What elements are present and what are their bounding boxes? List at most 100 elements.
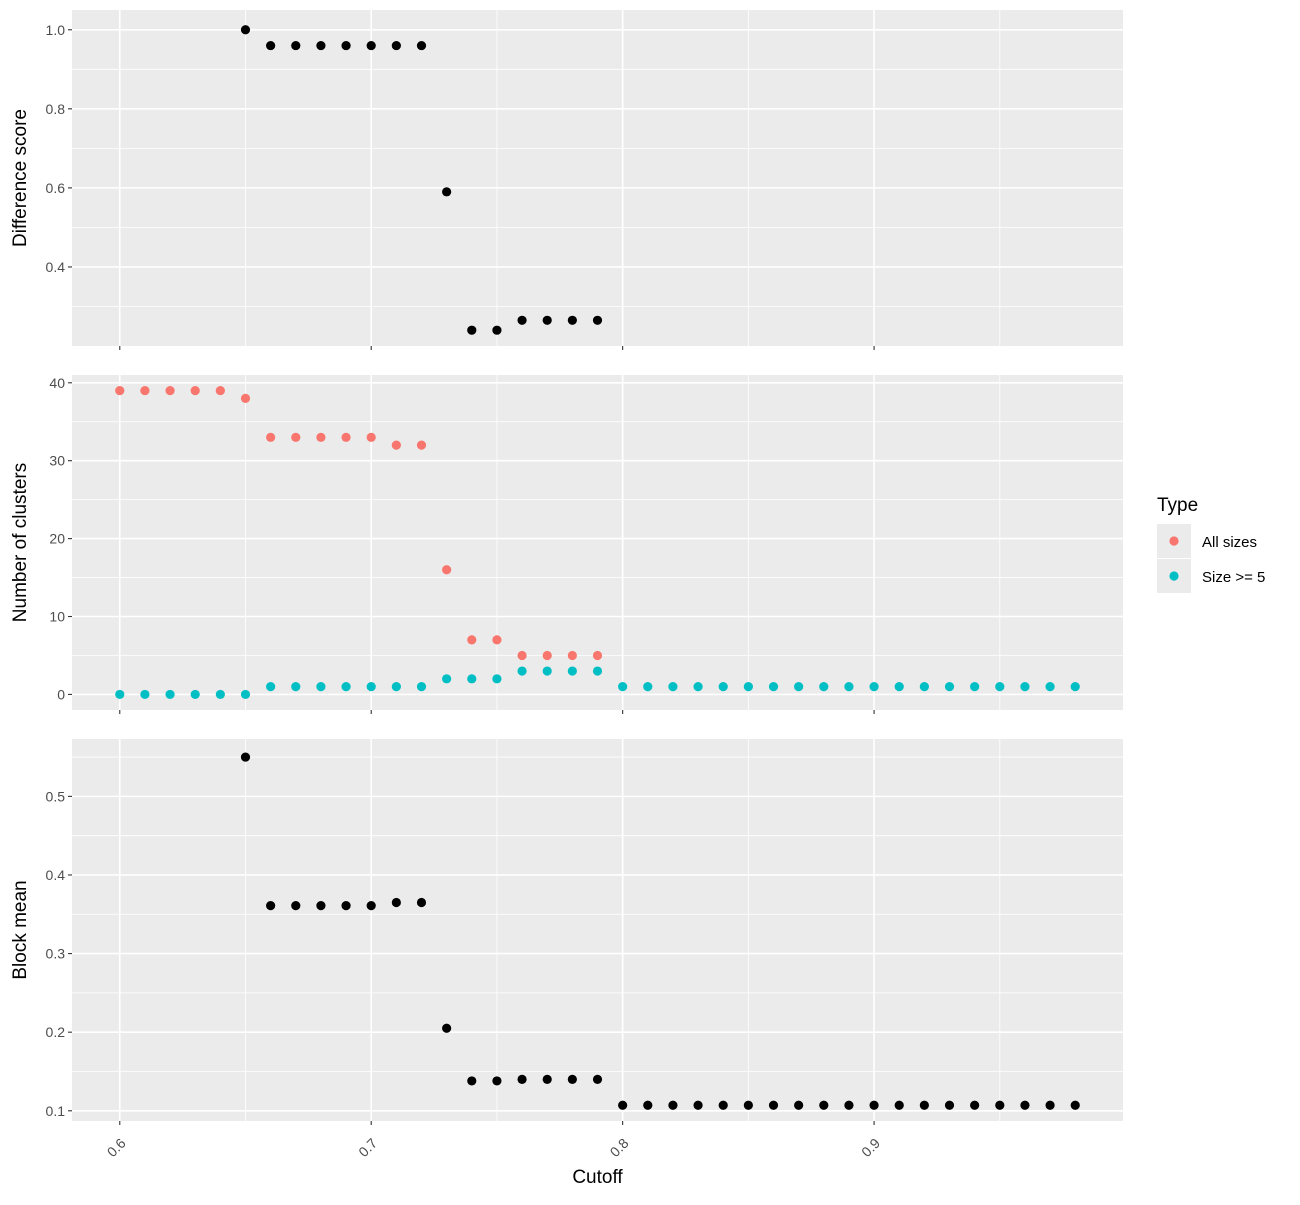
x-tick-label: 0.9: [858, 1135, 883, 1160]
legend-title: Type: [1157, 495, 1198, 516]
data-point: [492, 1076, 502, 1086]
x-tick-label: 0.7: [355, 1135, 380, 1160]
data-point: [442, 187, 452, 197]
y-tick-label: 0.4: [46, 867, 66, 883]
y-tick-label: 0.4: [46, 259, 66, 275]
data-point: [316, 432, 326, 442]
data-point: [970, 682, 980, 692]
data-point: [190, 689, 200, 700]
y-axis-title: Block mean: [10, 880, 31, 979]
data-point: [618, 682, 628, 692]
x-axis-title: Cutoff: [572, 1167, 623, 1188]
data-point: [819, 682, 829, 692]
data-point: [592, 650, 603, 661]
data-point: [341, 682, 351, 692]
data-point: [869, 682, 879, 692]
data-point: [970, 1100, 980, 1110]
series-all-sizes: [115, 385, 603, 661]
data-point: [492, 325, 502, 335]
data-point: [391, 440, 401, 450]
panel-3: 0.1 0.2 0.3 0.4 0.5 Block mean: [10, 739, 1123, 1125]
data-point: [416, 440, 427, 450]
data-point: [1070, 1100, 1080, 1110]
data-point: [442, 1023, 452, 1033]
data-point: [366, 901, 376, 911]
data-point: [517, 666, 527, 676]
data-point: [592, 315, 603, 325]
data-point: [366, 40, 376, 51]
data-point: [240, 689, 251, 700]
data-point: [165, 385, 175, 396]
data-point: [240, 25, 251, 35]
data-point: [542, 650, 552, 661]
data-point: [919, 1100, 929, 1110]
data-point: [467, 635, 477, 645]
data-point: [768, 682, 779, 692]
y-tick-label: 0.2: [46, 1024, 66, 1040]
y-tick-label: 0.1: [46, 1103, 66, 1119]
data-point: [316, 682, 326, 692]
data-point: [341, 40, 351, 51]
data-point: [618, 1100, 628, 1110]
data-point: [794, 682, 804, 692]
data-point: [944, 682, 955, 692]
data-point: [643, 1100, 653, 1110]
data-point: [266, 682, 276, 692]
data-point: [643, 682, 653, 692]
data-point: [919, 682, 929, 692]
data-point: [341, 901, 351, 911]
y-tick-label: 30: [49, 453, 65, 469]
data-point: [442, 674, 452, 684]
panel-background: [72, 739, 1123, 1121]
data-point: [266, 901, 276, 911]
data-point: [995, 682, 1005, 692]
data-point: [542, 666, 552, 676]
data-point: [240, 752, 251, 762]
data-point: [567, 650, 577, 661]
data-point: [743, 682, 753, 692]
data-point: [718, 682, 728, 692]
data-point: [517, 1074, 527, 1084]
data-point: [693, 1100, 703, 1110]
panel-1: 0.4 0.6 0.8 1.0 Difference score: [10, 10, 1123, 350]
data-point: [291, 432, 301, 442]
data-point: [567, 666, 577, 676]
series-size-5: [115, 666, 1080, 700]
y-axis-title: Difference score: [10, 109, 31, 247]
data-point: [592, 1074, 603, 1084]
data-point: [215, 385, 225, 396]
data-point: [1020, 1100, 1030, 1110]
legend-label: All sizes: [1202, 534, 1257, 551]
data-point: [316, 901, 326, 911]
legend-swatch: [1169, 571, 1179, 581]
data-point: [416, 682, 427, 692]
data-point: [567, 315, 577, 325]
data-point: [894, 682, 904, 692]
data-point: [366, 432, 376, 442]
x-tick-label: 0.8: [607, 1135, 632, 1160]
data-point: [391, 897, 401, 908]
data-point: [768, 1100, 779, 1110]
data-point: [894, 1100, 904, 1110]
legend: Type All sizes Size >= 5: [1157, 495, 1265, 593]
data-point: [542, 315, 552, 325]
data-point: [266, 40, 276, 51]
data-point: [718, 1100, 728, 1110]
data-point: [240, 393, 251, 403]
data-point: [1070, 682, 1080, 692]
data-point: [517, 315, 527, 325]
y-tick-label: 0: [57, 686, 65, 702]
y-tick-label: 40: [49, 375, 65, 391]
y-tick-label: 10: [49, 609, 65, 625]
data-point: [467, 1076, 477, 1086]
legend-swatch: [1169, 536, 1179, 546]
data-point: [517, 650, 527, 661]
data-point: [391, 682, 401, 692]
legend-label: Size >= 5: [1202, 569, 1265, 586]
data-point: [794, 1100, 804, 1110]
data-point: [567, 1074, 577, 1084]
data-point: [668, 1100, 678, 1110]
data-point: [190, 385, 200, 396]
y-tick-label: 0.3: [46, 946, 66, 962]
x-tick-label: 0.6: [104, 1135, 129, 1160]
